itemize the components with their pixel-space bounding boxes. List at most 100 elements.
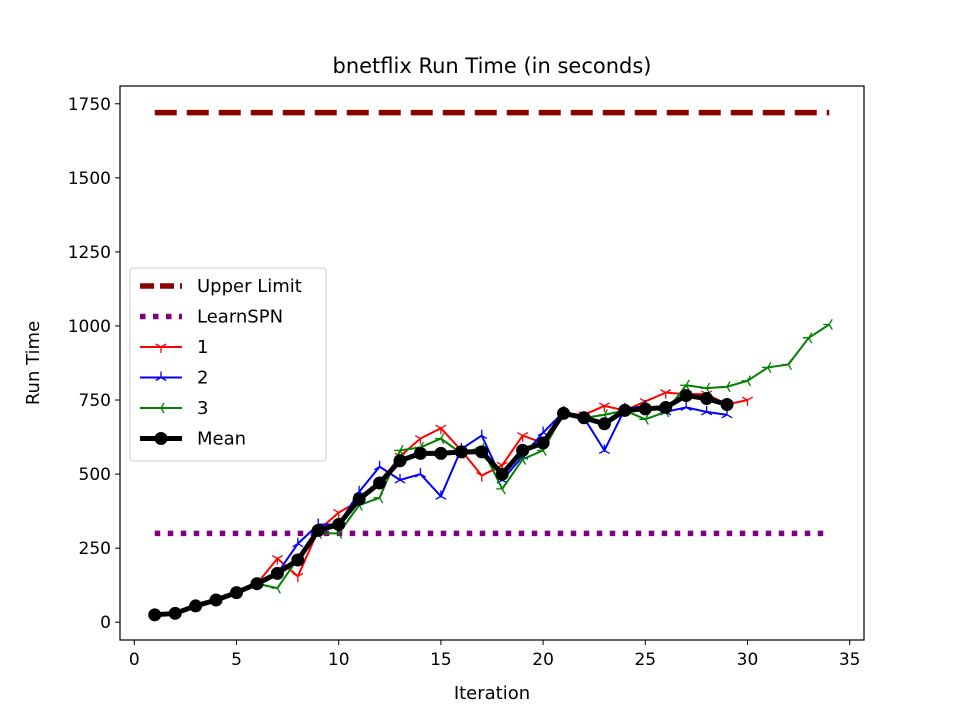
data-point — [291, 553, 305, 567]
data-point — [148, 608, 162, 622]
data-point — [168, 606, 182, 620]
data-point — [476, 472, 488, 482]
x-axis-label: Iteration — [454, 683, 530, 704]
data-point — [659, 400, 673, 414]
data-point — [374, 460, 386, 471]
data-point — [155, 343, 167, 353]
data-point — [701, 405, 713, 416]
y-axis-label: Run Time — [23, 321, 44, 405]
data-point — [311, 523, 325, 537]
x-tick-label: 20 — [532, 650, 554, 670]
data-point — [250, 577, 264, 591]
data-point — [434, 446, 448, 460]
legend-item: 1 — [140, 337, 208, 358]
legend-label: Upper Limit — [197, 276, 302, 297]
legend-item: LearnSPN — [140, 307, 283, 328]
data-point — [352, 492, 366, 506]
data-point — [373, 492, 384, 504]
data-point — [435, 490, 447, 500]
data-point — [536, 436, 550, 450]
legend-label: LearnSPN — [197, 307, 283, 328]
data-point — [802, 332, 813, 344]
data-point — [476, 429, 488, 440]
data-point — [823, 318, 833, 331]
data-point — [577, 411, 591, 425]
legend-item: 3 — [140, 398, 208, 419]
data-point — [332, 517, 346, 531]
data-point — [189, 599, 203, 613]
data-point — [155, 402, 165, 414]
data-point — [679, 389, 693, 403]
data-point — [434, 433, 445, 445]
data-point — [660, 389, 672, 399]
data-point — [761, 361, 772, 373]
plot-area — [148, 109, 833, 622]
data-point — [292, 572, 304, 583]
y-tick-label: 750 — [79, 391, 111, 411]
data-point — [271, 582, 281, 594]
data-point — [598, 444, 610, 454]
legend-item: Mean — [140, 429, 246, 450]
data-point — [292, 537, 304, 548]
data-point — [720, 397, 734, 411]
x-tick-label: 25 — [634, 650, 656, 670]
data-point — [270, 566, 284, 580]
data-point — [496, 483, 506, 495]
series-line — [154, 323, 830, 616]
series-mean — [148, 389, 734, 622]
data-point — [782, 358, 792, 371]
legend-label: 3 — [197, 398, 208, 419]
legend-item: 2 — [140, 368, 208, 389]
data-point — [394, 474, 406, 484]
y-tick-label: 0 — [100, 613, 111, 633]
data-point — [721, 381, 731, 393]
y-tick-label: 1750 — [68, 95, 111, 115]
data-point — [271, 554, 283, 565]
y-tick-label: 1500 — [68, 169, 111, 189]
data-point — [516, 443, 530, 457]
legend-label: Mean — [197, 429, 246, 450]
x-tick-label: 15 — [430, 650, 452, 670]
data-point — [557, 406, 571, 420]
y-tick-label: 250 — [79, 539, 111, 559]
x-tick-label: 35 — [839, 650, 861, 670]
y-tick-label: 1250 — [68, 243, 111, 263]
data-point — [517, 432, 529, 442]
x-tick-label: 30 — [737, 650, 759, 670]
data-point — [618, 403, 632, 417]
data-point — [413, 446, 427, 460]
x-tick-label: 10 — [328, 650, 350, 670]
data-point — [700, 392, 714, 406]
data-point — [680, 401, 692, 412]
data-point — [393, 454, 407, 468]
data-point — [414, 468, 427, 478]
data-point — [230, 586, 244, 600]
data-point — [598, 402, 610, 412]
legend-label: 2 — [197, 368, 208, 389]
data-point — [700, 382, 711, 394]
chart-title: bnetflix Run Time (in seconds) — [332, 54, 651, 78]
data-point — [597, 417, 611, 431]
data-point — [155, 371, 167, 382]
data-point — [741, 396, 754, 407]
data-point — [333, 509, 345, 519]
data-point — [475, 445, 489, 459]
legend: Upper Limit LearnSPN 1 2 3 Mean — [129, 267, 327, 462]
plot-frame — [119, 85, 865, 641]
axis-ticks: 0 5 10 15 20 25 30 35 0 250 500 750 1000 1250 1500 1750 — [68, 95, 861, 670]
data-point — [639, 413, 649, 425]
data-point — [638, 402, 652, 416]
data-point — [435, 424, 447, 435]
data-point — [154, 432, 168, 445]
data-point — [680, 379, 690, 391]
data-point — [373, 476, 387, 490]
data-point — [414, 434, 427, 445]
data-point — [741, 375, 752, 387]
y-tick-label: 1000 — [68, 317, 111, 337]
data-point — [495, 467, 509, 481]
data-point — [209, 593, 223, 607]
y-tick-label: 500 — [79, 465, 111, 485]
data-point — [394, 444, 404, 456]
data-point — [454, 445, 468, 459]
